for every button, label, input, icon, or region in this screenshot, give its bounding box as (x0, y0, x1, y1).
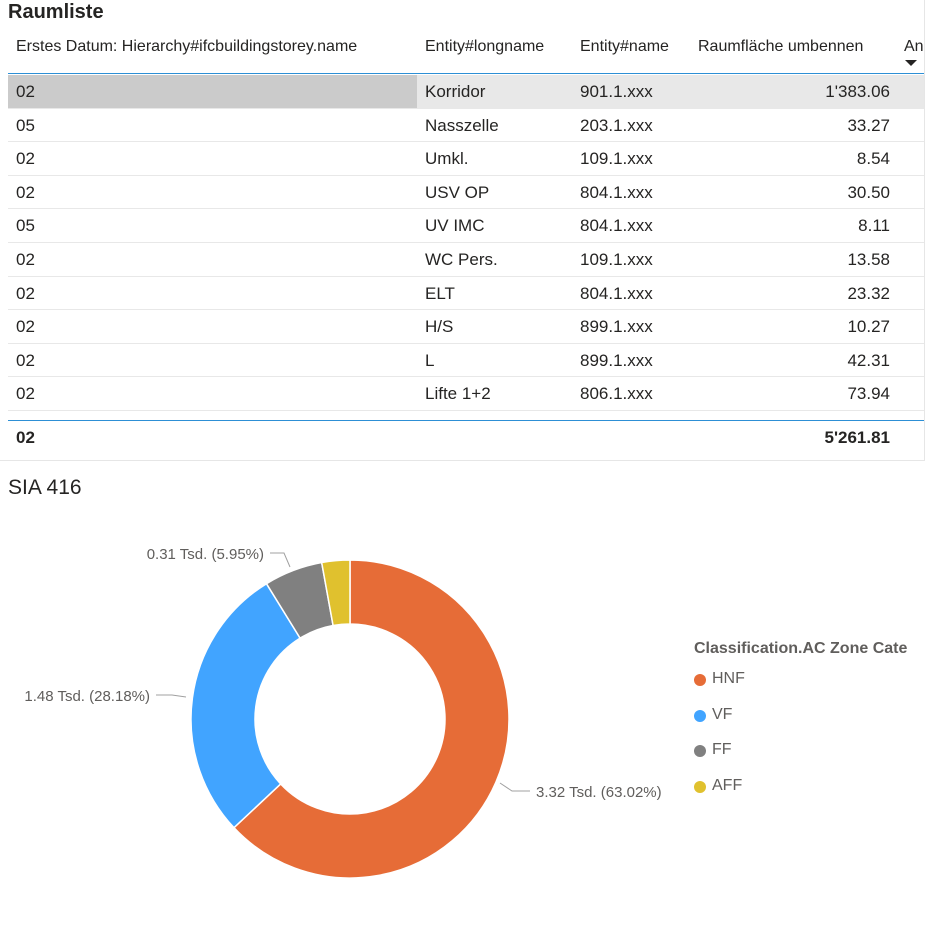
table-title: Raumliste (8, 1, 104, 23)
header-divider (8, 73, 924, 74)
cell-area: 10.27 (847, 317, 890, 337)
legend-title: Classification.AC Zone Cate (694, 640, 908, 657)
cell-area: 13.58 (847, 249, 890, 269)
cell-longname: Umkl. (425, 149, 469, 169)
column-header-storey[interactable]: Erstes Datum: Hierarchy#ifcbuildingstore… (16, 38, 358, 55)
legend-marker-icon (694, 709, 706, 722)
cell-longname: WC Pers. (425, 249, 498, 269)
legend-label: AFF (712, 776, 743, 794)
table-row[interactable]: 02 WC Pers. 109.1.xxx 13.58 (8, 243, 924, 277)
total-storey: 02 (16, 428, 35, 447)
raumliste-table-visual[interactable]: Raumliste Erstes Datum: Hierarchy#ifcbui… (0, 0, 925, 461)
total-divider (8, 420, 924, 421)
table-row[interactable]: 05 UV IMC 804.1.xxx 8.11 (8, 209, 924, 243)
table-row[interactable]: 02 USV OP 804.1.xxx 30.50 (8, 176, 924, 210)
column-header-area[interactable]: Raumfläche umbennen (698, 38, 864, 55)
data-label-ff: 0.31 Tsd. (5.95%) (147, 546, 264, 563)
legend-label: VF (712, 705, 733, 723)
column-header-longname[interactable]: Entity#longname (425, 38, 545, 55)
table-row[interactable]: 02 Lifte 1+2 806.1.xxx 73.94 (8, 377, 924, 411)
table-body: 02 Korridor 901.1.xxx 1'383.06 05 Nasszelle 20… (8, 75, 924, 411)
cell-name: 804.1.xxx (580, 216, 653, 236)
cell-name: 806.1.xxx (580, 384, 653, 404)
cell-storey: 02 (16, 384, 35, 404)
legend-label: FF (712, 741, 732, 758)
column-header-an[interactable]: An (904, 38, 924, 55)
cell-name: 901.1.xxx (580, 82, 653, 101)
table-row[interactable]: 02 Umkl. 109.1.xxx 8.54 (8, 142, 924, 176)
cell-longname: ELT (425, 283, 455, 303)
cell-storey: 02 (16, 82, 35, 101)
cell-area: 33.27 (847, 115, 890, 135)
data-label-leader-line (499, 782, 530, 792)
donut-slice-vf[interactable] (190, 582, 302, 829)
donut-chart[interactable]: 3.32 Tsd. (63.02%) 1.48 Tsd. (28.18%) 0.31… (0, 500, 690, 925)
cell-longname: Lifte 1+2 (425, 384, 491, 404)
legend-marker-icon (694, 780, 706, 793)
cell-area: 30.50 (847, 182, 890, 202)
cell-area: 1'383.06 (825, 82, 890, 101)
selected-cell-highlight (8, 75, 417, 108)
donut-slice-hnf[interactable] (232, 559, 510, 879)
cell-longname: Nasszelle (425, 115, 499, 135)
data-label-leader-line (270, 552, 291, 568)
cell-longname: L (425, 350, 435, 370)
cell-area: 42.31 (847, 350, 890, 370)
cell-storey: 02 (16, 317, 35, 337)
cell-storey: 05 (16, 115, 35, 135)
cell-area: 8.54 (856, 149, 890, 169)
cell-storey: 02 (16, 283, 35, 303)
cell-area: 73.94 (847, 384, 890, 404)
table-row[interactable]: 02 L 899.1.xxx 42.31 (8, 344, 924, 378)
cell-area: 8.11 (858, 216, 890, 236)
total-row: 02 5'261.81 (8, 428, 924, 450)
table-row[interactable]: 02 Korridor 901.1.xxx 1'383.06 (8, 75, 924, 109)
table-row[interactable]: 05 Nasszelle 203.1.xxx 33.27 (8, 109, 924, 143)
table-row[interactable]: 02 ELT 804.1.xxx 23.32 (8, 277, 924, 311)
cell-name: 109.1.xxx (580, 249, 653, 269)
cell-name: 109.1.xxx (580, 149, 653, 169)
cell-longname: Korridor (425, 82, 486, 101)
column-header-name[interactable]: Entity#name (580, 38, 669, 55)
legend-label: HNF (712, 670, 745, 687)
data-label-hnf: 3.32 Tsd. (63.02%) (536, 784, 662, 801)
cell-name: 899.1.xxx (580, 317, 653, 337)
sort-descending-icon[interactable] (905, 60, 917, 66)
cell-storey: 05 (16, 216, 35, 236)
cell-storey: 02 (16, 350, 35, 370)
data-label-leader-line (156, 694, 187, 698)
donut-slice-aff[interactable] (320, 559, 351, 627)
data-label-vf: 1.48 Tsd. (28.18%) (24, 688, 150, 705)
cell-area: 23.32 (847, 283, 890, 303)
legend-marker-icon (694, 745, 706, 757)
cell-name: 899.1.xxx (580, 350, 653, 370)
legend-marker-icon (694, 674, 706, 686)
cell-longname: USV OP (425, 182, 490, 202)
table-row[interactable]: 02 H/S 899.1.xxx 10.27 (8, 310, 924, 344)
cell-longname: UV IMC (425, 216, 485, 236)
chart-title: SIA 416 (8, 476, 82, 499)
cell-name: 804.1.xxx (580, 182, 653, 202)
cell-storey: 02 (16, 182, 35, 202)
cell-storey: 02 (16, 149, 35, 169)
total-area: 5'261.81 (824, 428, 891, 447)
cell-name: 804.1.xxx (580, 283, 653, 303)
cell-name: 203.1.xxx (580, 115, 653, 135)
cell-longname: H/S (425, 317, 454, 337)
cell-storey: 02 (16, 249, 35, 269)
